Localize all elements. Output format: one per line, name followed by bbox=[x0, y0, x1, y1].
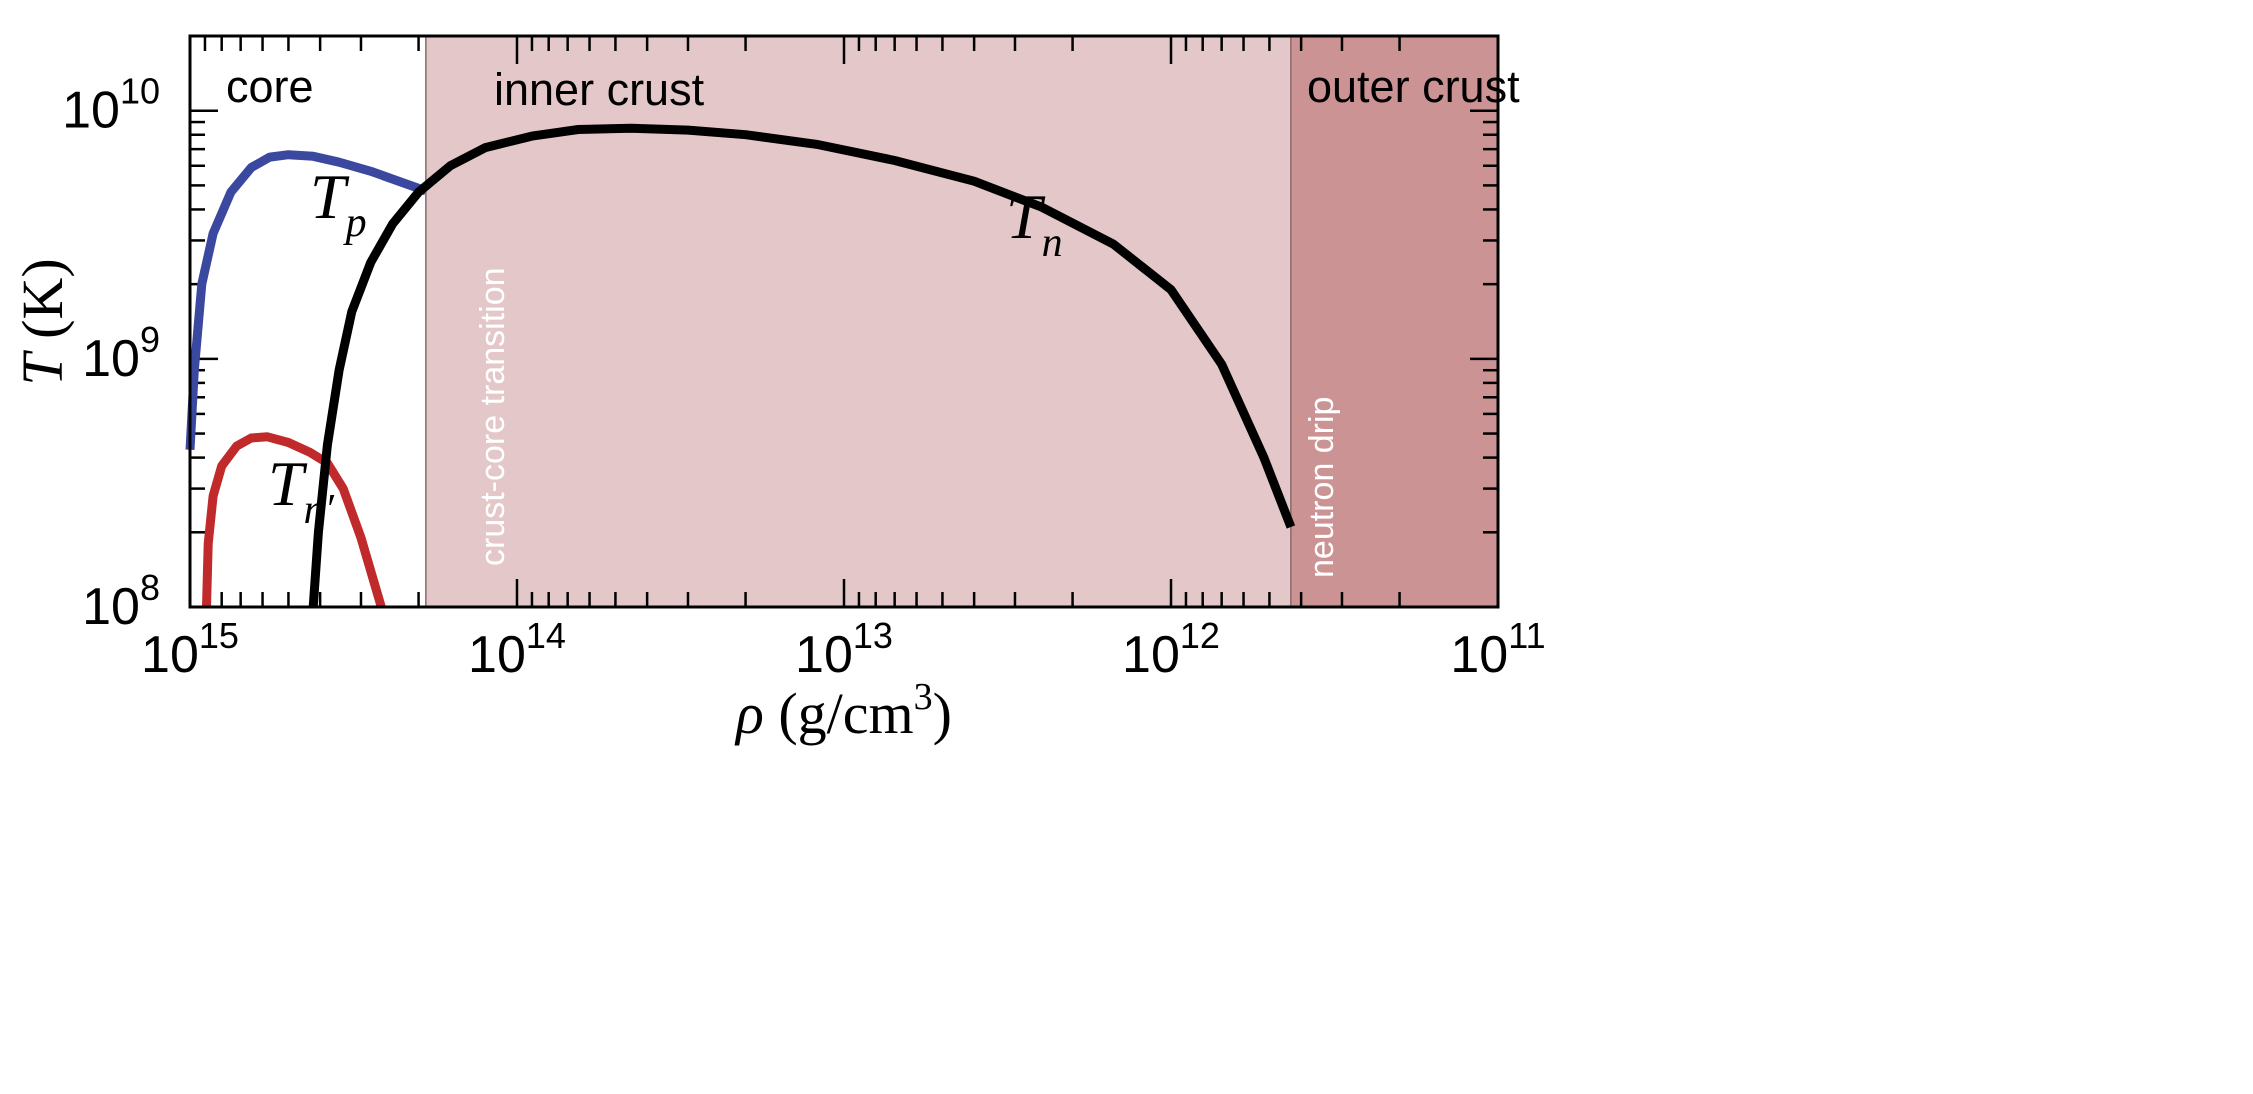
series-label-tn-symbol: T bbox=[1006, 181, 1046, 252]
x-tick-label-3: 1012 bbox=[1122, 615, 1220, 684]
series-line-0 bbox=[185, 150, 428, 451]
y-tick-label-base: 10 bbox=[82, 578, 140, 636]
x-tick-label-4: 1011 bbox=[1450, 615, 1545, 684]
x-tick-label-2: 1013 bbox=[795, 615, 893, 684]
x-axis-label-symbol: ρ bbox=[734, 681, 764, 746]
series-label-tp-subscript: p bbox=[343, 200, 367, 246]
x-tick-label-base: 10 bbox=[468, 626, 526, 684]
y-tick-label-1: 109 bbox=[82, 319, 160, 388]
region-label-inner-crust: inner crust bbox=[494, 64, 705, 115]
x-tick-label-exponent: 13 bbox=[853, 615, 893, 656]
series-label-tn-subscript: n bbox=[1042, 220, 1063, 266]
x-tick-label-exponent: 12 bbox=[1180, 615, 1220, 656]
y-tick-label-base: 10 bbox=[62, 82, 120, 140]
y-tick-label-2: 1010 bbox=[62, 71, 160, 140]
y-tick-label-exponent: 8 bbox=[140, 567, 160, 608]
x-tick-label-base: 10 bbox=[1122, 626, 1180, 684]
x-tick-label-exponent: 14 bbox=[526, 615, 566, 656]
y-tick-label-0: 108 bbox=[82, 567, 160, 636]
boundary-label-crust-core-transition: crust-core transition bbox=[474, 267, 512, 566]
series-label-tn: Tn bbox=[1006, 181, 1063, 266]
y-tick-label-base: 10 bbox=[82, 330, 140, 388]
x-tick-label-exponent: 11 bbox=[1508, 615, 1545, 656]
plot-frame bbox=[188, 34, 1500, 609]
x-tick-label-0: 1015 bbox=[141, 615, 239, 684]
region-label-outer-crust: outer crust bbox=[1307, 61, 1520, 112]
x-tick-label-1: 1014 bbox=[468, 615, 566, 684]
series-line-2 bbox=[308, 123, 1296, 608]
region-label-core: core bbox=[226, 61, 314, 112]
x-axis-label: ρ (g/cm3) bbox=[734, 676, 952, 746]
series-lines bbox=[185, 123, 1296, 609]
region-band-0 bbox=[190, 36, 426, 607]
x-tick-label-base: 10 bbox=[141, 626, 199, 684]
region-band-2 bbox=[1290, 36, 1498, 607]
x-axis-label-text: (g/cm bbox=[764, 681, 914, 746]
y-tick-label-exponent: 9 bbox=[140, 319, 160, 360]
y-axis-label: T (K) bbox=[10, 258, 75, 385]
series-label-tn-prime-symbol: T bbox=[268, 448, 308, 519]
series-label-tp-symbol: T bbox=[310, 161, 350, 232]
region-band-1 bbox=[425, 36, 1291, 607]
x-tick-label-base: 10 bbox=[1450, 626, 1508, 684]
series-label-tn-prime-subscript: n′ bbox=[304, 487, 335, 533]
series-label-tn-prime: Tn′ bbox=[268, 448, 335, 533]
region-bands bbox=[190, 36, 1498, 607]
x-tick-label-base: 10 bbox=[795, 626, 853, 684]
y-axis-label-symbol: T bbox=[10, 350, 75, 386]
series-label-tp: Tp bbox=[310, 161, 367, 246]
series-line-1 bbox=[202, 432, 386, 609]
boundary-label-neutron-drip: neutron drip bbox=[1303, 397, 1341, 578]
x-tick-label-exponent: 15 bbox=[199, 615, 239, 656]
x-axis-label-superscript: 3 bbox=[914, 676, 933, 718]
y-tick-label-exponent: 10 bbox=[120, 71, 160, 112]
y-axis-label-text: (K) bbox=[10, 258, 75, 353]
x-axis-label-tail: ) bbox=[933, 681, 952, 746]
